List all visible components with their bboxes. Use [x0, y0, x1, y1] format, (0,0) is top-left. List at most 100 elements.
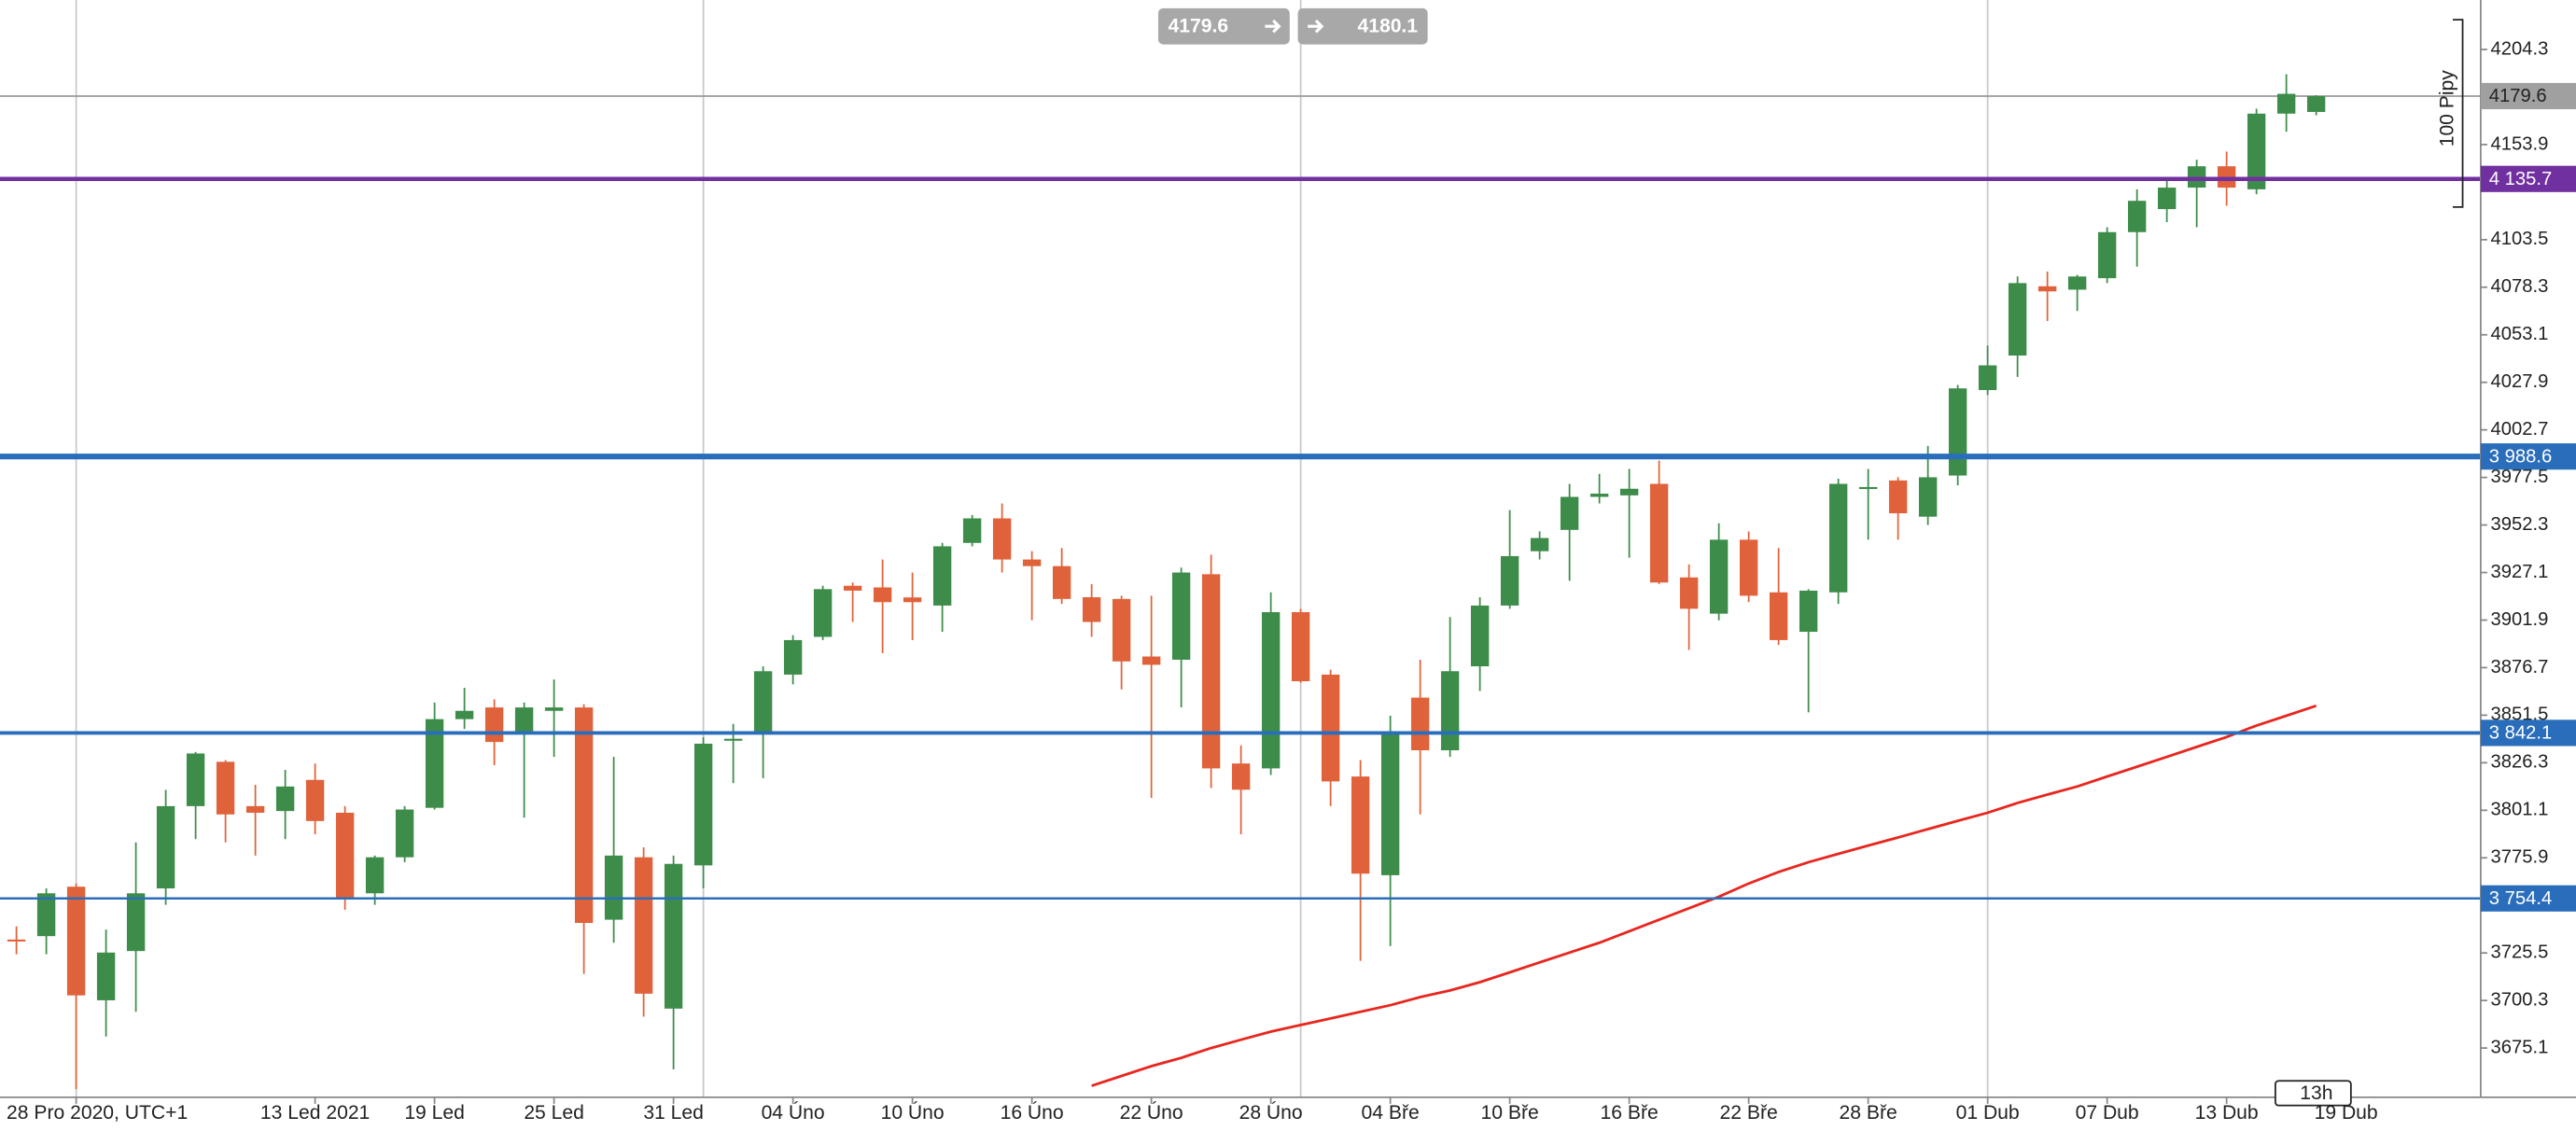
candle-body: [96, 952, 116, 1000]
candle-body: [903, 597, 922, 603]
candle-body: [1619, 488, 1639, 496]
candle-body: [1709, 539, 1729, 614]
y-tick-label: 4153.9: [2490, 133, 2548, 154]
candle-body: [425, 719, 444, 808]
y-tick-label: 4103.5: [2490, 229, 2548, 249]
sell-price: 4179.6: [1169, 16, 1229, 37]
x-tick-label: 31 Led: [643, 1102, 704, 1124]
range-label: 100 Pipy: [2436, 70, 2457, 147]
candle-body: [1380, 732, 1400, 875]
y-tick-label: 4078.3: [2490, 276, 2548, 297]
candle-body: [1410, 697, 1430, 751]
candle-body: [1141, 656, 1161, 665]
candle-body: [1351, 776, 1370, 874]
x-tick-label: 04 Úno: [762, 1102, 825, 1124]
candle-body: [1530, 538, 1549, 552]
candle-body: [514, 707, 534, 734]
timeframe-label: 13h: [2300, 1082, 2332, 1104]
candle-body: [2097, 231, 2117, 279]
candle-body: [1888, 480, 1908, 514]
x-tick-label: 25 Led: [524, 1102, 584, 1124]
x-tick-label: 19 Dub: [2315, 1102, 2378, 1124]
y-tick-label: 3851.5: [2490, 705, 2548, 725]
candle-body: [1918, 477, 1938, 517]
x-tick-label: 16 Bře: [1601, 1102, 1659, 1124]
candle-body: [1858, 486, 1878, 490]
candle-body: [126, 893, 146, 952]
timeframe-box[interactable]: [2275, 1080, 2352, 1107]
candle-body: [753, 671, 773, 734]
candle-body: [305, 779, 325, 821]
candle-body: [574, 707, 594, 924]
y-tick-label: 3901.9: [2490, 609, 2548, 630]
candle-body: [1649, 483, 1669, 583]
x-tick-label: 28 Bře: [1840, 1102, 1897, 1124]
current-price-label: 4179.6: [2489, 86, 2547, 106]
x-tick-label: 22 Bře: [1720, 1102, 1778, 1124]
y-tick-label: 3952.3: [2490, 514, 2548, 535]
candle-body: [604, 855, 623, 920]
x-tick-label: 04 Bře: [1362, 1102, 1420, 1124]
y-tick-label: 4002.7: [2490, 419, 2548, 440]
candle-body: [1470, 605, 1490, 667]
candle-body: [275, 786, 295, 812]
y-tick-label: 3876.7: [2490, 657, 2548, 677]
candle-body: [156, 805, 175, 889]
y-tick-label: 3801.1: [2490, 800, 2548, 820]
candle-body: [634, 857, 653, 994]
candle-body: [1978, 365, 1997, 391]
buy-button[interactable]: [1297, 7, 1428, 45]
candle-body: [783, 639, 803, 675]
x-tick-label: 07 Dub: [2076, 1102, 2139, 1124]
level-label-box: [2480, 165, 2576, 192]
level-label-box: [2480, 443, 2576, 470]
x-tick-label: 13 Led 2021: [260, 1102, 370, 1124]
x-tick-label: 10 Bře: [1481, 1102, 1539, 1124]
candle-body: [365, 857, 385, 894]
x-tick-label: 22 Úno: [1120, 1102, 1183, 1124]
x-tick-label: 01 Dub: [1956, 1102, 2020, 1124]
y-tick-label: 3775.9: [2490, 847, 2548, 868]
candle-body: [1679, 577, 1699, 609]
candle-body: [186, 753, 205, 806]
candle-body: [1799, 590, 1818, 633]
candle-body: [2276, 93, 2296, 114]
candle-body: [962, 518, 982, 543]
level-label: 4 135.7: [2489, 169, 2553, 189]
candle-body: [1112, 598, 1131, 662]
y-tick-label: 4027.9: [2490, 371, 2548, 392]
candle-body: [1948, 388, 1967, 476]
candle-body: [664, 863, 683, 1009]
level-label: 3 988.6: [2489, 446, 2553, 467]
candle-body: [2306, 95, 2326, 112]
candle-body: [245, 805, 265, 813]
candle-body: [843, 585, 862, 591]
x-tick-label: 16 Úno: [1001, 1102, 1064, 1124]
range-bracket: [2452, 19, 2464, 208]
candle-body: [1082, 597, 1101, 622]
candle-body: [1231, 763, 1251, 790]
candle-body: [1022, 559, 1042, 566]
candle-body: [1769, 592, 1788, 640]
candle-body: [455, 710, 474, 719]
sell-button[interactable]: [1157, 7, 1290, 45]
level-label: 3 842.1: [2489, 723, 2553, 744]
x-tick-label: 10 Úno: [881, 1102, 945, 1124]
candle-body: [2037, 286, 2057, 292]
y-tick-label: 3977.5: [2490, 467, 2548, 487]
current-price-box: [2480, 82, 2576, 110]
candle-body: [1201, 574, 1221, 769]
x-tick-label: 19 Led: [404, 1102, 465, 1124]
candle-body: [36, 893, 56, 937]
candle-body: [1589, 494, 1609, 497]
candle-body: [2008, 283, 2027, 356]
y-tick-label: 3927.1: [2490, 562, 2548, 582]
arrow-icon: [1265, 19, 1281, 34]
candle-body: [1261, 611, 1281, 769]
y-tick-label: 3700.3: [2490, 989, 2548, 1010]
candle-body: [1560, 496, 1579, 530]
y-tick-label: 4204.3: [2490, 38, 2548, 59]
candle-body: [992, 518, 1012, 560]
candle-body: [1440, 671, 1460, 751]
